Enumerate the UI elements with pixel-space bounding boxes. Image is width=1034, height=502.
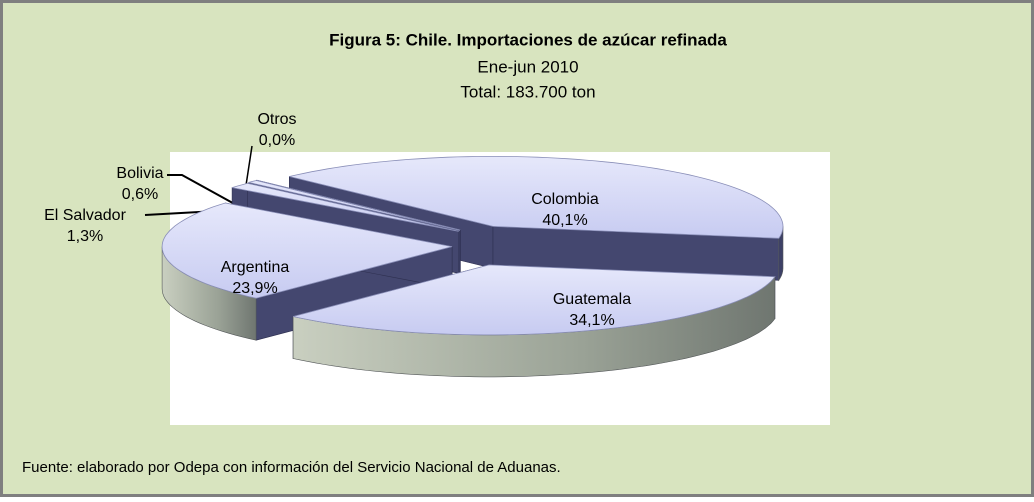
slice-top — [248, 180, 461, 231]
slice-label: Guatemala — [553, 291, 631, 308]
chart-total: Total: 183.700 ton — [460, 82, 595, 101]
slice-value-label: 1,3% — [67, 228, 103, 245]
slice-value-label: 23,9% — [232, 280, 277, 297]
slice-label: El Salvador — [44, 207, 126, 224]
slice-label: Otros — [257, 111, 296, 128]
slice-label: Argentina — [221, 259, 290, 276]
slice-top — [289, 156, 784, 239]
leader-line — [167, 174, 241, 208]
chart-subtitle: Ene-jun 2010 — [477, 57, 578, 76]
slice-label: Bolivia — [116, 165, 163, 182]
slice-label: Colombia — [531, 191, 599, 208]
slice-value-label: 0,6% — [122, 186, 158, 203]
pie-slice — [292, 264, 776, 378]
slice-value-label: 40,1% — [542, 212, 587, 229]
slice-value-label: 0,0% — [259, 132, 295, 149]
source-note: Fuente: elaborado por Odepa con informac… — [22, 459, 561, 476]
slice-top — [231, 182, 459, 232]
slice-value-label: 34,1% — [569, 312, 614, 329]
slice-top — [161, 202, 453, 299]
slice-top — [292, 264, 776, 336]
chart-title: Figura 5: Chile. Importaciones de azúcar… — [329, 30, 727, 49]
